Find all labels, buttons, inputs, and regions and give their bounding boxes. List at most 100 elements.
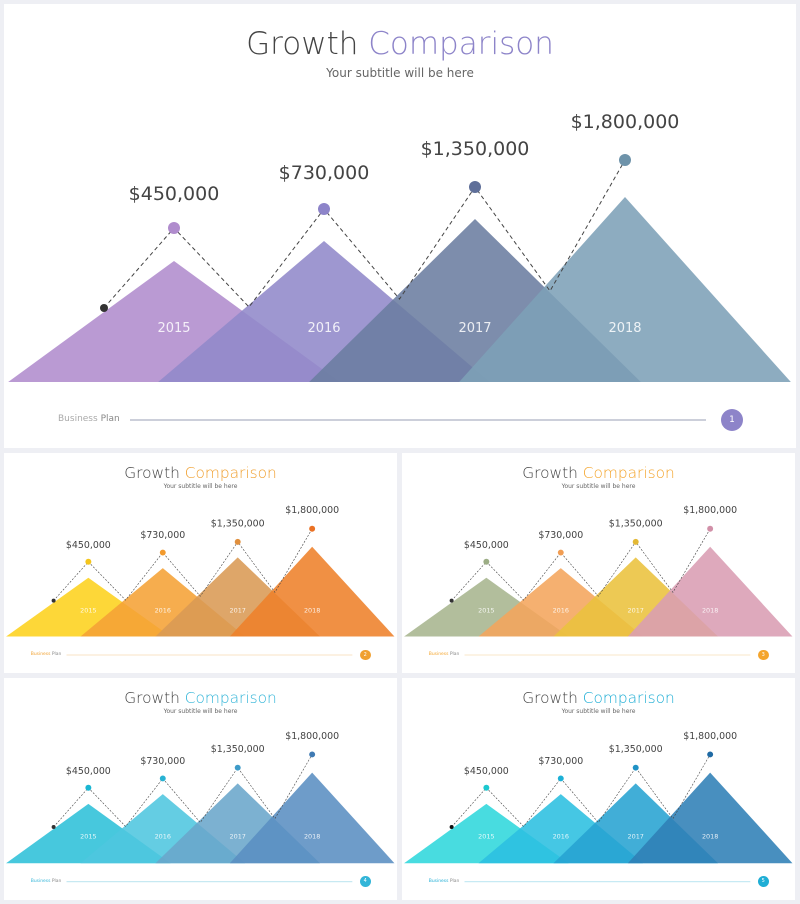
value-dot-2016: [159, 775, 166, 782]
year-label-2017: 2017: [628, 606, 644, 614]
slide-subtitle: Your subtitle will be here: [326, 66, 474, 80]
year-label-2017: 2017: [628, 833, 644, 841]
value-label-2016: $730,000: [538, 756, 583, 767]
growth-dashed-line: [451, 754, 711, 828]
slide-title: Growth Comparison: [402, 689, 795, 707]
year-label-2015: 2015: [80, 606, 96, 614]
growth-chart: $450,000 2015 $730,000 2016 $1,350,000 2017 $1…: [6, 505, 395, 656]
year-label-2015: 2015: [157, 321, 190, 336]
title-main: Growth: [124, 688, 180, 707]
footer-plan: Plan: [449, 878, 460, 884]
slide-main: Growth Comparison Your subtitle will be h…: [4, 4, 796, 448]
page-number-badge: 2: [359, 649, 371, 661]
footer-plan: Plan: [51, 651, 62, 657]
value-label-2015: $450,000: [464, 540, 509, 551]
value-label-2015: $450,000: [66, 766, 111, 777]
title-accent: Comparison: [582, 463, 675, 482]
value-label-2017: $1,350,000: [211, 518, 265, 529]
growth-dashed-line: [451, 528, 711, 601]
value-label-2018: $1,800,000: [285, 505, 339, 516]
footer-label: Business Plan: [58, 414, 120, 424]
title-accent: Comparison: [582, 688, 675, 707]
year-label-2018: 2018: [702, 833, 718, 841]
value-dot-2018: [619, 154, 631, 166]
value-dot-2015: [483, 784, 490, 791]
footer-plan: Plan: [449, 651, 460, 657]
year-label-2017: 2017: [458, 321, 491, 336]
value-label-2017: $1,350,000: [421, 138, 530, 160]
value-dot-2017: [469, 181, 481, 193]
title-accent: Comparison: [368, 26, 554, 62]
value-label-2015: $450,000: [129, 183, 220, 205]
growth-chart: $450,000 2015 $730,000 2016 $1,350,000 2017 $1…: [6, 731, 395, 883]
value-label-2017: $1,350,000: [609, 744, 663, 755]
title-main: Growth: [124, 463, 180, 482]
slide-subtitle: Your subtitle will be here: [561, 483, 636, 491]
value-label-2016: $730,000: [140, 756, 185, 767]
footer-business: Business: [58, 413, 98, 424]
value-dot-2016: [557, 549, 564, 556]
value-label-2015: $450,000: [464, 766, 509, 777]
slide-subtitle: Your subtitle will be here: [163, 708, 238, 716]
value-dot-2017: [632, 538, 639, 545]
value-label-2018: $1,800,000: [683, 731, 737, 742]
value-label-2015: $450,000: [66, 540, 111, 551]
value-label-2018: $1,800,000: [571, 111, 680, 133]
page-number-badge: 3: [757, 649, 769, 661]
year-label-2015: 2015: [478, 833, 494, 841]
slide-earth: Growth Comparison Your subtitle will be h…: [402, 453, 795, 673]
value-label-2016: $730,000: [538, 530, 583, 541]
year-label-2017: 2017: [230, 833, 246, 841]
triangle-2018: [627, 546, 793, 637]
slide-title: Growth Comparison: [402, 464, 795, 482]
footer-label: Business Plan: [429, 879, 460, 884]
slide-orange: Growth Comparison Your subtitle will be h…: [4, 453, 397, 673]
year-label-2016: 2016: [307, 321, 340, 336]
start-dot: [51, 824, 56, 829]
slide-subtitle: Your subtitle will be here: [163, 483, 238, 491]
start-dot: [100, 304, 108, 312]
value-dot-2017: [632, 764, 639, 771]
title-accent: Comparison: [184, 463, 277, 482]
growth-chart: $450,000 2015 $730,000 2016 $1,350,000 2017 $1…: [8, 111, 791, 421]
start-dot: [449, 824, 454, 829]
year-label-2017: 2017: [230, 606, 246, 614]
value-dot-2015: [85, 558, 92, 565]
footer-business: Business: [428, 651, 449, 657]
title-main: Growth: [246, 26, 359, 62]
footer-plan: Plan: [51, 878, 62, 884]
value-label-2017: $1,350,000: [609, 518, 663, 529]
value-dot-2018: [309, 751, 316, 758]
slide-title: Growth Comparison: [4, 464, 397, 482]
value-dot-2015: [85, 784, 92, 791]
value-label-2017: $1,350,000: [211, 744, 265, 755]
start-dot: [51, 598, 56, 603]
value-dot-2015: [168, 222, 180, 234]
slide-teal: Growth Comparison Your subtitle will be h…: [402, 678, 795, 900]
value-label-2016: $730,000: [140, 530, 185, 541]
slide-title: Growth Comparison: [4, 689, 397, 707]
triangle-2018: [229, 772, 395, 864]
slide-title: Growth Comparison: [4, 26, 796, 62]
value-dot-2018: [707, 525, 714, 532]
growth-dashed-line: [53, 754, 313, 828]
title-accent: Comparison: [184, 688, 277, 707]
footer-plan: Plan: [100, 413, 120, 424]
footer-business: Business: [428, 878, 449, 884]
slide-subtitle: Your subtitle will be here: [561, 708, 636, 716]
title-main: Growth: [522, 463, 578, 482]
value-label-2018: $1,800,000: [285, 731, 339, 742]
value-dot-2018: [309, 525, 316, 532]
growth-chart: $450,000 2015 $730,000 2016 $1,350,000 2017 $1…: [404, 731, 793, 883]
year-label-2015: 2015: [80, 833, 96, 841]
footer-label: Business Plan: [429, 652, 460, 657]
year-label-2015: 2015: [478, 606, 494, 614]
page-number-badge: 5: [757, 876, 769, 888]
title-main: Growth: [522, 688, 578, 707]
value-dot-2016: [557, 775, 564, 782]
value-dot-2016: [159, 549, 166, 556]
year-label-2018: 2018: [608, 321, 641, 336]
growth-chart: $450,000 2015 $730,000 2016 $1,350,000 2017 $1…: [404, 505, 793, 656]
footer-business: Business: [30, 651, 51, 657]
value-label-2018: $1,800,000: [683, 505, 737, 516]
